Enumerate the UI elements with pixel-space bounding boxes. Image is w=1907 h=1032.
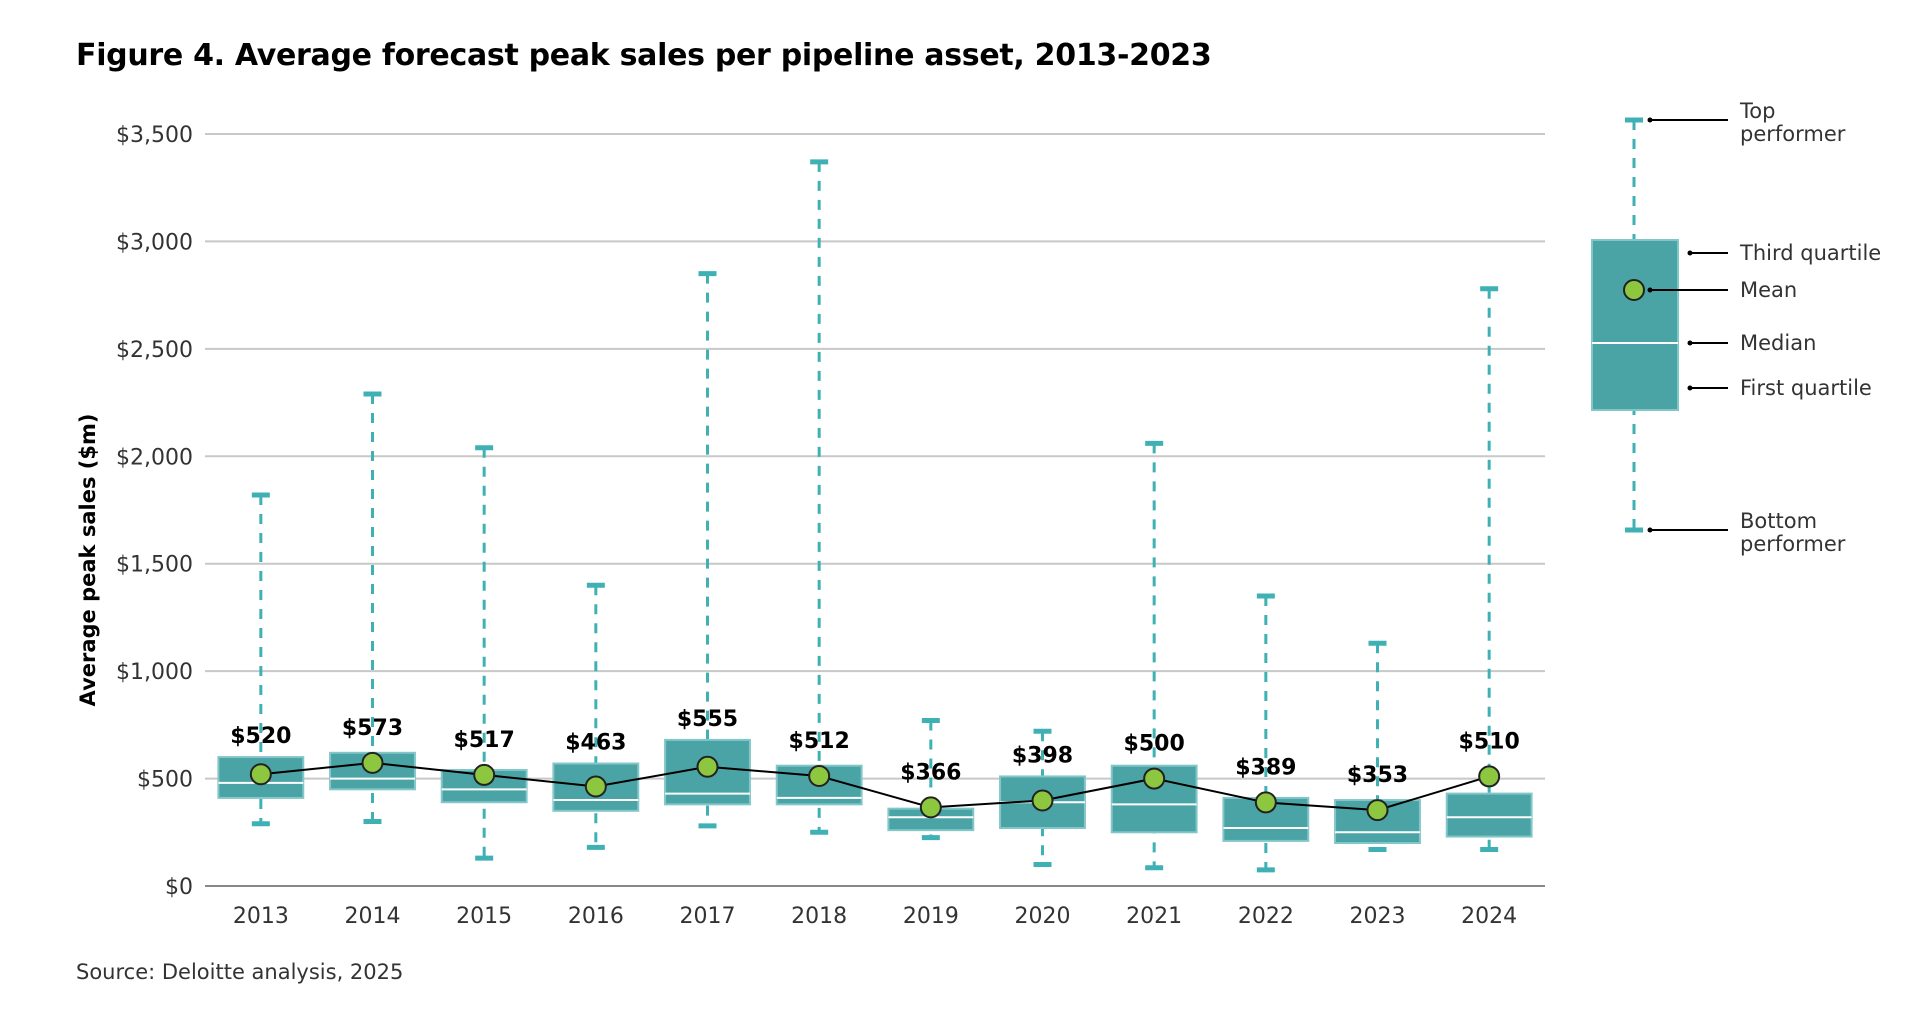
mean-point [1143,767,1166,790]
legend-leader-dot [1687,250,1693,256]
box-2015 [440,445,528,861]
legend: Top performer Third quartile Mean Median Firs… [1591,99,1881,556]
y-tick-label: $3,500 [116,123,193,148]
mean-point [584,775,607,798]
mean-data-label: $389 [1235,755,1296,780]
mean-data-label: $555 [677,707,738,732]
box-2021 [1110,440,1198,871]
legend-leader-dot [1647,117,1653,123]
x-tick-label: 2021 [1126,904,1182,929]
legend-leader-dot [1687,385,1693,391]
mean-data-label: $510 [1459,729,1520,754]
source-note: Source: Deloitte analysis, 2025 [76,960,404,984]
legend-label: Mean [1740,278,1797,302]
x-tick-label: 2023 [1350,904,1406,929]
mean-point [1254,791,1277,814]
legend-label: Median [1740,331,1816,355]
x-tick-label: 2013 [233,904,289,929]
mean-point [808,764,831,787]
y-axis-label: Average peak sales ($m) [76,414,100,707]
chart-title: Figure 4. Average forecast peak sales pe… [76,38,1212,73]
box-2018 [775,159,863,835]
mean-line [260,761,1490,812]
gridlines [205,133,1545,887]
y-tick-label: $1,000 [116,660,193,685]
mean-data-label: $398 [1012,743,1073,768]
x-tick-label: 2017 [680,904,736,929]
interquartile-box [1445,792,1533,838]
mean-point [919,796,942,819]
mean-point [249,763,272,786]
box-2022 [1222,593,1310,873]
mean-data-label: $353 [1347,763,1408,788]
mean-data-label: $366 [900,760,961,785]
mean-point [473,763,496,786]
mean-point [1478,765,1501,788]
x-tick-label: 2020 [1015,904,1071,929]
legend-label: Top performer [1739,99,1846,146]
x-tick-label: 2015 [456,904,512,929]
y-tick-label: $3,000 [116,230,193,255]
mean-series: $520 $573 $517 $463 $555 $512 $366 $398 $500 $389… [230,707,1520,822]
mean-data-label: $512 [789,729,850,754]
mean-data-label: $573 [342,716,403,741]
box-2017 [664,271,751,829]
y-tick-label: $0 [165,875,193,900]
legend-label: Third quartile [1739,241,1881,265]
x-tick-label: 2024 [1461,904,1517,929]
y-tick-label: $1,500 [116,553,193,578]
legend-label: First quartile [1740,376,1872,400]
legend-leader-dot [1687,340,1693,346]
legend-label: Bottom performer [1740,509,1846,556]
mean-data-label: $517 [454,728,515,753]
x-tick-label: 2016 [568,904,624,929]
mean-data-label: $463 [565,731,626,756]
box-2019 [887,718,975,841]
box-2016 [552,582,640,850]
box-2014 [329,391,416,825]
legend-leader-dot [1647,287,1653,293]
legend-leader-dot [1647,527,1653,533]
x-tick-label: 2014 [345,904,401,929]
legend-box [1591,239,1679,411]
x-tick-label: 2022 [1238,904,1294,929]
x-tick-label: 2019 [903,904,959,929]
mean-point [1031,789,1054,812]
legend-mean-point [1623,279,1645,301]
mean-point [361,751,384,774]
mean-point [696,755,719,778]
y-axis: $0 $500 $1,000 $1,500 $2,000 $2,500 $3,000 $3,5… [76,123,193,900]
boxes [217,159,1533,873]
y-tick-label: $500 [137,768,193,793]
y-tick-label: $2,000 [116,445,193,470]
x-axis: 2013 2014 2015 2016 2017 2018 2019 2020 2021 2022… [233,904,1517,929]
mean-data-label: $500 [1124,732,1185,757]
x-tick-label: 2018 [791,904,847,929]
box-2024 [1445,286,1533,852]
mean-data-label: $520 [230,724,291,749]
y-tick-label: $2,500 [116,338,193,363]
mean-point [1366,799,1389,822]
